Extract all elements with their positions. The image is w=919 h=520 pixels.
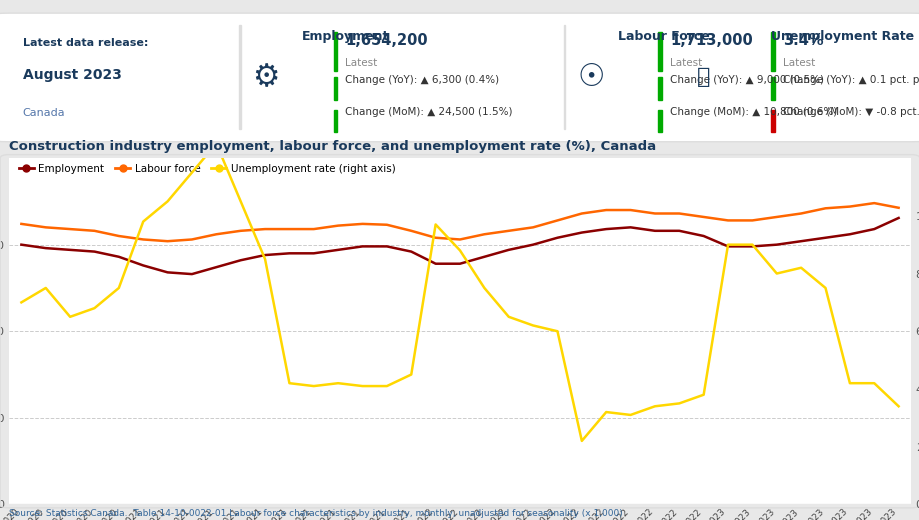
Bar bbox=[770, 77, 774, 100]
Text: Canada: Canada bbox=[23, 108, 65, 119]
Bar bbox=[770, 32, 774, 71]
FancyBboxPatch shape bbox=[0, 13, 919, 142]
Text: 1,654,200: 1,654,200 bbox=[346, 33, 427, 48]
Text: Change (YoY): ▲ 6,300 (0.4%): Change (YoY): ▲ 6,300 (0.4%) bbox=[346, 75, 499, 85]
Bar bbox=[334, 32, 337, 71]
Bar bbox=[334, 110, 337, 132]
Text: Latest: Latest bbox=[669, 58, 701, 68]
Text: Latest: Latest bbox=[346, 58, 378, 68]
Bar bbox=[658, 32, 662, 71]
Bar bbox=[658, 110, 662, 132]
Text: Change (YoY): ▲ 0.1 pct. points: Change (YoY): ▲ 0.1 pct. points bbox=[782, 75, 919, 85]
Bar bbox=[563, 25, 565, 129]
Text: Latest data release:: Latest data release: bbox=[23, 38, 148, 48]
Text: 1,713,000: 1,713,000 bbox=[669, 33, 752, 48]
Legend: Employment, Labour force, Unemployment rate (right axis): Employment, Labour force, Unemployment r… bbox=[15, 160, 399, 178]
Text: August 2023: August 2023 bbox=[23, 68, 121, 82]
Text: Labour Force: Labour Force bbox=[618, 31, 709, 44]
Text: Unemployment Rate (%): Unemployment Rate (%) bbox=[770, 31, 919, 44]
Text: Latest: Latest bbox=[782, 58, 814, 68]
Bar bbox=[770, 110, 774, 132]
Bar bbox=[239, 25, 241, 129]
Text: Employment: Employment bbox=[301, 31, 389, 44]
Text: ⚙: ⚙ bbox=[252, 63, 279, 92]
Text: Change (MoM): ▲ 10,800 (0.6%): Change (MoM): ▲ 10,800 (0.6%) bbox=[669, 107, 836, 117]
Text: Change (YoY): ▲ 9,000 (0.5%): Change (YoY): ▲ 9,000 (0.5%) bbox=[669, 75, 823, 85]
Text: ☉: ☉ bbox=[576, 63, 604, 92]
Bar bbox=[334, 77, 337, 100]
Text: 🔍: 🔍 bbox=[696, 68, 709, 87]
Text: Source: Statistics Canada.  Table 14-10-0022-01 Labour force characteristics by : Source: Statistics Canada. Table 14-10-0… bbox=[9, 509, 622, 518]
Text: 3.4%: 3.4% bbox=[782, 33, 823, 48]
Bar bbox=[658, 77, 662, 100]
Text: Change (MoM): ▼ -0.8 pct. points: Change (MoM): ▼ -0.8 pct. points bbox=[782, 107, 919, 117]
Text: Change (MoM): ▲ 24,500 (1.5%): Change (MoM): ▲ 24,500 (1.5%) bbox=[346, 107, 513, 117]
Text: Construction industry employment, labour force, and unemployment rate (%), Canad: Construction industry employment, labour… bbox=[9, 140, 655, 153]
